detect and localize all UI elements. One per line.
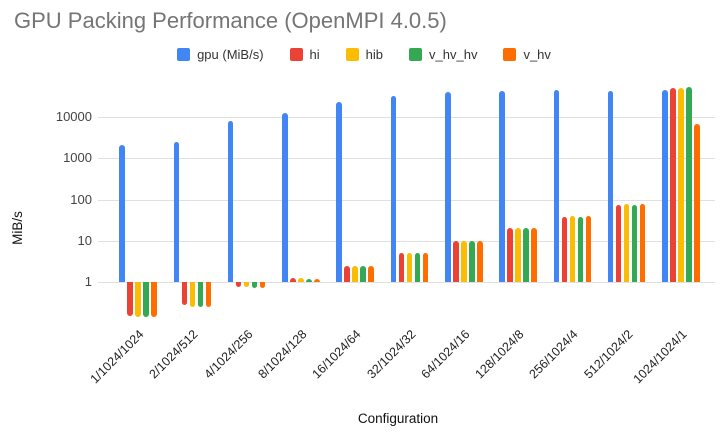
bar-hi-128-1024-8[interactable] (507, 228, 513, 282)
bar-gpu-mib-s-512-1024-2[interactable] (607, 90, 614, 282)
bar-v-hv-1024-1024-1[interactable] (694, 124, 700, 282)
bar-hi-1-1024-1024[interactable] (127, 282, 133, 316)
bar-hi-64-1024-16[interactable] (453, 240, 459, 282)
bar-v-hv-hv-1-1024-1024[interactable] (143, 282, 149, 318)
gridline-1000 (98, 158, 715, 160)
bar-gpu-mib-s-1024-1024-1[interactable] (662, 89, 668, 282)
gridline-1 (98, 282, 715, 283)
bar-gpu-mib-s-64-1024-16[interactable] (445, 92, 451, 282)
bar-hi-8-1024-128[interactable] (290, 278, 296, 282)
bar-v-hv-hv-8-1024-128[interactable] (306, 278, 312, 282)
bar-hi-1024-1024-1[interactable] (670, 87, 676, 282)
legend-swatch-gpu-mib-s (177, 48, 191, 61)
bar-hib-2-1024-512[interactable] (189, 282, 196, 307)
bar-v-hv-1-1024-1024[interactable] (151, 282, 157, 318)
bar-gpu-mib-s-2-1024-512[interactable] (173, 142, 180, 282)
bar-gpu-mib-s-4-1024-256[interactable] (227, 121, 234, 282)
bar-gpu-mib-s-256-1024-4[interactable] (553, 89, 560, 282)
bar-v-hv-hv-64-1024-16[interactable] (469, 240, 475, 282)
bar-gpu-mib-s-32-1024-32[interactable] (390, 95, 397, 282)
bar-v-hv-hv-256-1024-4[interactable] (577, 217, 584, 282)
y-tick-label-1000: 1000 (63, 150, 92, 166)
legend-swatch-v-hv-hv (409, 48, 423, 61)
y-tick-label-1: 1 (84, 274, 92, 289)
bar-hib-8-1024-128[interactable] (298, 278, 304, 282)
bar-hib-32-1024-32[interactable] (406, 253, 413, 282)
bar-gpu-mib-s-1-1024-1024[interactable] (119, 145, 125, 282)
bar-v-hv-hv-2-1024-512[interactable] (197, 282, 204, 307)
bar-hi-2-1024-512[interactable] (181, 282, 188, 306)
legend-label: v_hv (523, 47, 551, 62)
bar-v-hv-512-1024-2[interactable] (639, 203, 646, 282)
legend-item-v-hv[interactable]: v_hv (503, 47, 551, 62)
legend-label: hib (365, 47, 384, 62)
legend-label: v_hv_hv (429, 47, 478, 62)
bar-hib-256-1024-4[interactable] (569, 215, 576, 282)
legend-item-gpu-mib-s[interactable]: gpu (MiB/s) (177, 47, 264, 62)
bar-v-hv-4-1024-256[interactable] (259, 282, 266, 289)
bar-v-hv-16-1024-64[interactable] (368, 266, 374, 282)
bar-hib-128-1024-8[interactable] (515, 228, 521, 282)
legend-swatch-v-hv (503, 48, 517, 61)
legend-item-v-hv-hv[interactable]: v_hv_hv (409, 47, 477, 62)
bar-gpu-mib-s-16-1024-64[interactable] (336, 102, 342, 282)
bar-v-hv-hv-512-1024-2[interactable] (631, 204, 638, 282)
bar-v-hv-hv-4-1024-256[interactable] (251, 282, 258, 288)
bar-gpu-mib-s-128-1024-8[interactable] (499, 90, 505, 282)
bar-v-hv-hv-16-1024-64[interactable] (360, 266, 366, 282)
bar-v-hv-128-1024-8[interactable] (531, 228, 537, 282)
bar-v-hv-hv-128-1024-8[interactable] (523, 228, 529, 282)
bar-hi-4-1024-256[interactable] (235, 282, 242, 288)
gridline-10000 (98, 117, 715, 119)
bar-v-hv-256-1024-4[interactable] (585, 215, 592, 282)
bar-v-hv-hv-32-1024-32[interactable] (414, 253, 421, 282)
bar-gpu-mib-s-8-1024-128[interactable] (282, 113, 288, 282)
bar-hib-4-1024-256[interactable] (243, 282, 250, 288)
y-tick-label-10000: 10000 (55, 109, 92, 125)
bar-hib-512-1024-2[interactable] (623, 203, 630, 282)
gridline-10 (98, 240, 715, 242)
gridline-100 (98, 199, 715, 201)
x-axis-title: Configuration (357, 411, 439, 426)
y-tick-label-10: 10 (77, 232, 92, 248)
y-axis-title: MiB/s (10, 211, 25, 245)
bar-hi-32-1024-32[interactable] (398, 253, 405, 282)
bar-v-hv-64-1024-16[interactable] (477, 240, 483, 282)
bar-hib-16-1024-64[interactable] (352, 266, 358, 282)
legend-item-hib[interactable]: hib (345, 47, 384, 62)
bar-hib-64-1024-16[interactable] (461, 240, 467, 282)
legend-swatch-hi (289, 48, 303, 61)
bar-v-hv-2-1024-512[interactable] (205, 282, 212, 307)
chart-title: GPU Packing Performance (OpenMPI 4.0.5) (14, 8, 447, 33)
bar-v-hv-32-1024-32[interactable] (422, 253, 429, 282)
bar-v-hv-hv-1024-1024-1[interactable] (686, 87, 692, 282)
bar-hib-1024-1024-1[interactable] (678, 88, 684, 282)
legend-swatch-hib (345, 48, 359, 61)
legend-label: hi (309, 47, 320, 62)
bar-hi-512-1024-2[interactable] (615, 204, 622, 282)
bar-hib-1-1024-1024[interactable] (135, 282, 141, 318)
legend-label: gpu (MiB/s) (197, 47, 264, 62)
bar-v-hv-8-1024-128[interactable] (314, 278, 320, 282)
bar-hi-256-1024-4[interactable] (561, 217, 568, 282)
chart-legend: gpu (MiB/s) hi hib v_hv_hv v_hv (0, 47, 728, 62)
legend-item-hi[interactable]: hi (289, 47, 320, 62)
bar-hi-16-1024-64[interactable] (344, 266, 350, 282)
y-tick-label-100: 100 (70, 191, 92, 207)
